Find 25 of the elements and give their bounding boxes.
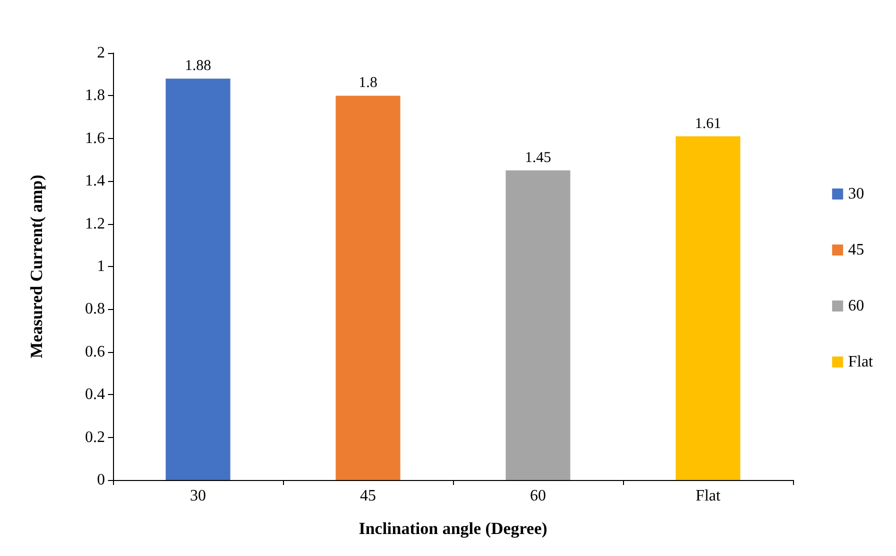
legend-label: 30 xyxy=(848,186,864,202)
y-tick-label: 1.2 xyxy=(85,215,105,232)
y-axis-title: Measured Current( amp) xyxy=(27,174,46,358)
legend-label: 45 xyxy=(848,242,864,258)
x-tick-label: Flat xyxy=(696,488,721,504)
data-label: 1.88 xyxy=(184,58,212,74)
y-tick-label: 1 xyxy=(97,258,105,275)
x-axis-title: Inclination angle (Degree) xyxy=(358,519,548,538)
y-tick-label: 0.8 xyxy=(85,300,105,318)
y-tick-label: 1.4 xyxy=(85,172,105,190)
legend-label: Flat xyxy=(848,354,874,370)
y-tick-label: 0.4 xyxy=(85,386,105,404)
x-tick-label: 60 xyxy=(530,488,546,504)
y-tick-label: 2 xyxy=(97,44,105,62)
x-tick-label: 45 xyxy=(360,488,376,504)
y-tick-label: 1.8 xyxy=(85,87,105,104)
y-tick-label: 1.6 xyxy=(85,130,105,147)
y-tick-label: 0.2 xyxy=(85,428,105,446)
data-label: 1.8 xyxy=(358,75,378,92)
y-tick-label: 0 xyxy=(97,472,105,488)
x-tick-label: 30 xyxy=(190,488,206,504)
data-label: 1.45 xyxy=(524,150,552,166)
legend-label: 60 xyxy=(848,298,864,314)
data-label: 1.61 xyxy=(694,116,722,132)
y-tick-label: 0.6 xyxy=(85,343,105,360)
